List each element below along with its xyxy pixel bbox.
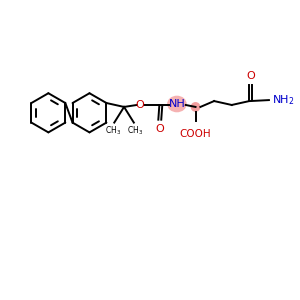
Text: NH$_2$: NH$_2$ — [272, 93, 294, 107]
Text: COOH: COOH — [180, 129, 211, 140]
Text: NH: NH — [169, 99, 185, 109]
Text: O: O — [155, 124, 164, 134]
Ellipse shape — [190, 102, 200, 112]
Text: CH$_3$: CH$_3$ — [127, 124, 143, 137]
Text: O: O — [246, 71, 255, 82]
Text: O: O — [135, 100, 144, 110]
Text: CH$_3$: CH$_3$ — [105, 124, 122, 137]
Ellipse shape — [167, 96, 187, 112]
